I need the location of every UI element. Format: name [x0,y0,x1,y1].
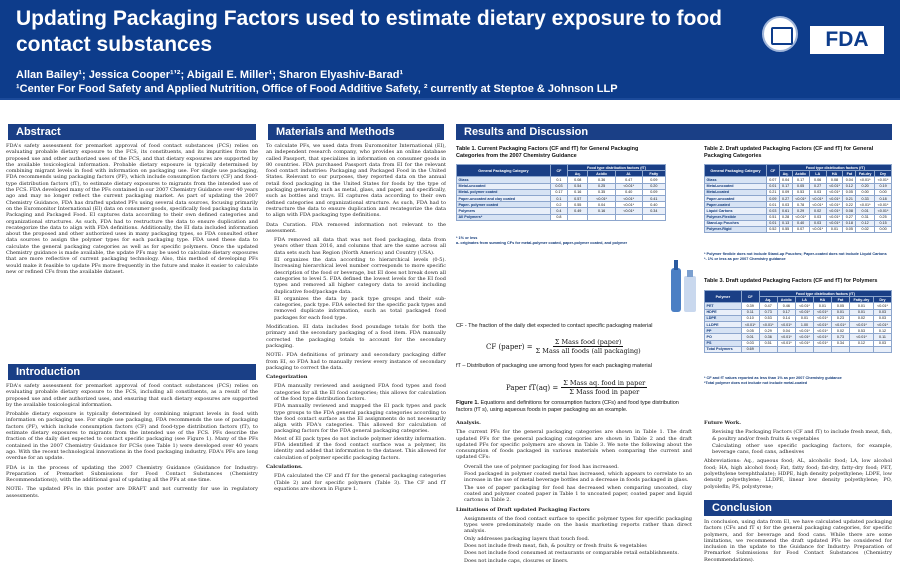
row-label: Polymer-Rigid [704,225,767,234]
table3-caption: Table 3. Draft updated Packaging Factors… [704,278,878,284]
table2: General Packaging Category CF Food type … [704,163,893,234]
fig1-cf-label: CF - The fraction of the daily diet expe… [456,323,653,329]
results-heading: Results and Discussion [456,124,892,140]
row-label: Total Polymers [704,345,742,353]
table1-caption: Table 1. Current Packaging Factors (CF a… [456,146,639,159]
table-cell [758,345,778,353]
table-row: Metal- polymer coated 0.17 0.16 0.35 0.40 0.0… [456,188,667,196]
packaging-bottles-image [671,260,696,312]
conclusion-heading: Conclusion [704,500,892,516]
table-cell: 0.69 [740,345,760,353]
poster-authors: Allan Bailey¹; Jessica Cooper¹ʼ²; Abigai… [16,68,618,96]
abstract-text: FDA's safety assessment for premarket ap… [6,143,258,275]
analysis-text: Analysis. The current PFs for the genera… [456,420,692,580]
table-row: Polymer-Flexible 0.51 0.28 <0.01* 0.03 <0.01*… [704,213,892,221]
table-row: PO 0.01 0.36 <0.01* <0.01* <0.01* 0.73 <0.01* 0.… [704,333,893,341]
table-cell: 0.02 [855,225,876,234]
table-row: All Polymers* 0.8 [456,213,667,221]
table-row: Polymer-Rigid 0.52 0.55 0.07 <0.01* 0.01 0.05 0… [704,225,892,234]
table-cell [587,213,616,221]
table-cell: 0.00 [874,225,892,234]
introduction-text: FDA's safety assessment for premarket ap… [6,383,258,499]
introduction-heading: Introduction [8,364,256,380]
table-cell: <0.01* [808,225,827,234]
cf-equation: CF (paper) = Σ Mass food (paper) Σ Mass a… [486,338,641,355]
table-cell [812,345,832,353]
table-row: Polymers 0.4 0.49 0.16 <0.01* 0.34 [456,207,667,215]
table-cell: 0.01 [825,225,844,234]
table-row: Liquid Cartons 0.03 0.61 0.29 0.02 <0.01* 0.08… [704,207,892,215]
table-row: PET 0.39 0.47 0.46 <0.01* 0.01 0.05 0.01 <0.01* [704,302,893,310]
table-row: Glass 0.07 0.04 0.17 0.06 0.08 0.04 <0.01* <0.01… [704,176,892,184]
table-cell: 0.05 [842,225,857,234]
table-cell [641,213,667,221]
table1-notes: * 1% or less a- originates from summing … [456,236,628,245]
abstract-heading: Abstract [8,124,256,140]
table-cell [614,213,643,221]
fig1-ft-label: fT – Distribution of packaging use among… [456,363,652,369]
table-cell [830,345,850,353]
table-row: Total Polymers 0.69 [704,345,893,353]
table-row: Stand-up Pouches 0.01 0.13 0.40 0.03 <0.01* 0.… [704,219,892,227]
table-cell [567,213,589,221]
table2-notes: * Polymer flexible does not include Stan… [704,252,887,261]
table3-notes: * CF and fT values reported as less than… [704,376,842,385]
table-cell [795,345,814,353]
table-cell [848,345,874,353]
table-cell: 0.52 [765,225,780,234]
author-list: Allan Bailey¹; Jessica Cooper¹ʼ²; Abigai… [16,69,404,81]
table1: General Packaging Category CF Food type … [456,163,667,221]
ft-equation: Paper fT(aq) = Σ Mass aq. food in paper Σ… [506,379,648,396]
conclusion-text: In conclusion, using data from EI, we ha… [704,519,892,563]
table-cell: 0.8 [549,213,569,221]
table3: Polymer CF Food type distribution factor… [704,289,893,353]
methods-heading: Materials and Methods [268,124,444,140]
table-cell [872,345,893,353]
future-work-text: Future Work. Revising the Packaging Fact… [704,420,892,498]
table-cell: 0.55 [778,225,793,234]
row-label: All Polymers* [456,213,551,221]
author-affiliation: ¹Center For Food Safety and Applied Nutr… [16,83,618,95]
fig1-caption: Figure 1. Equations and definitions for … [456,400,679,413]
poster-header: Updating Packaging Factors used to estim… [0,0,900,98]
fda-logo: FDA [810,26,884,54]
poster-title: Updating Packaging Factors used to estim… [16,7,722,56]
methods-text: To calculate PFs, we used data from Euro… [266,143,446,579]
table-cell: 0.07 [791,225,810,234]
hhs-seal-logo [762,16,798,52]
table2-caption: Table 2. Draft updated Packaging Factors… [704,146,874,159]
poster-body: Abstract FDA's safety assessment for pre… [0,98,900,579]
table-cell [776,345,797,353]
